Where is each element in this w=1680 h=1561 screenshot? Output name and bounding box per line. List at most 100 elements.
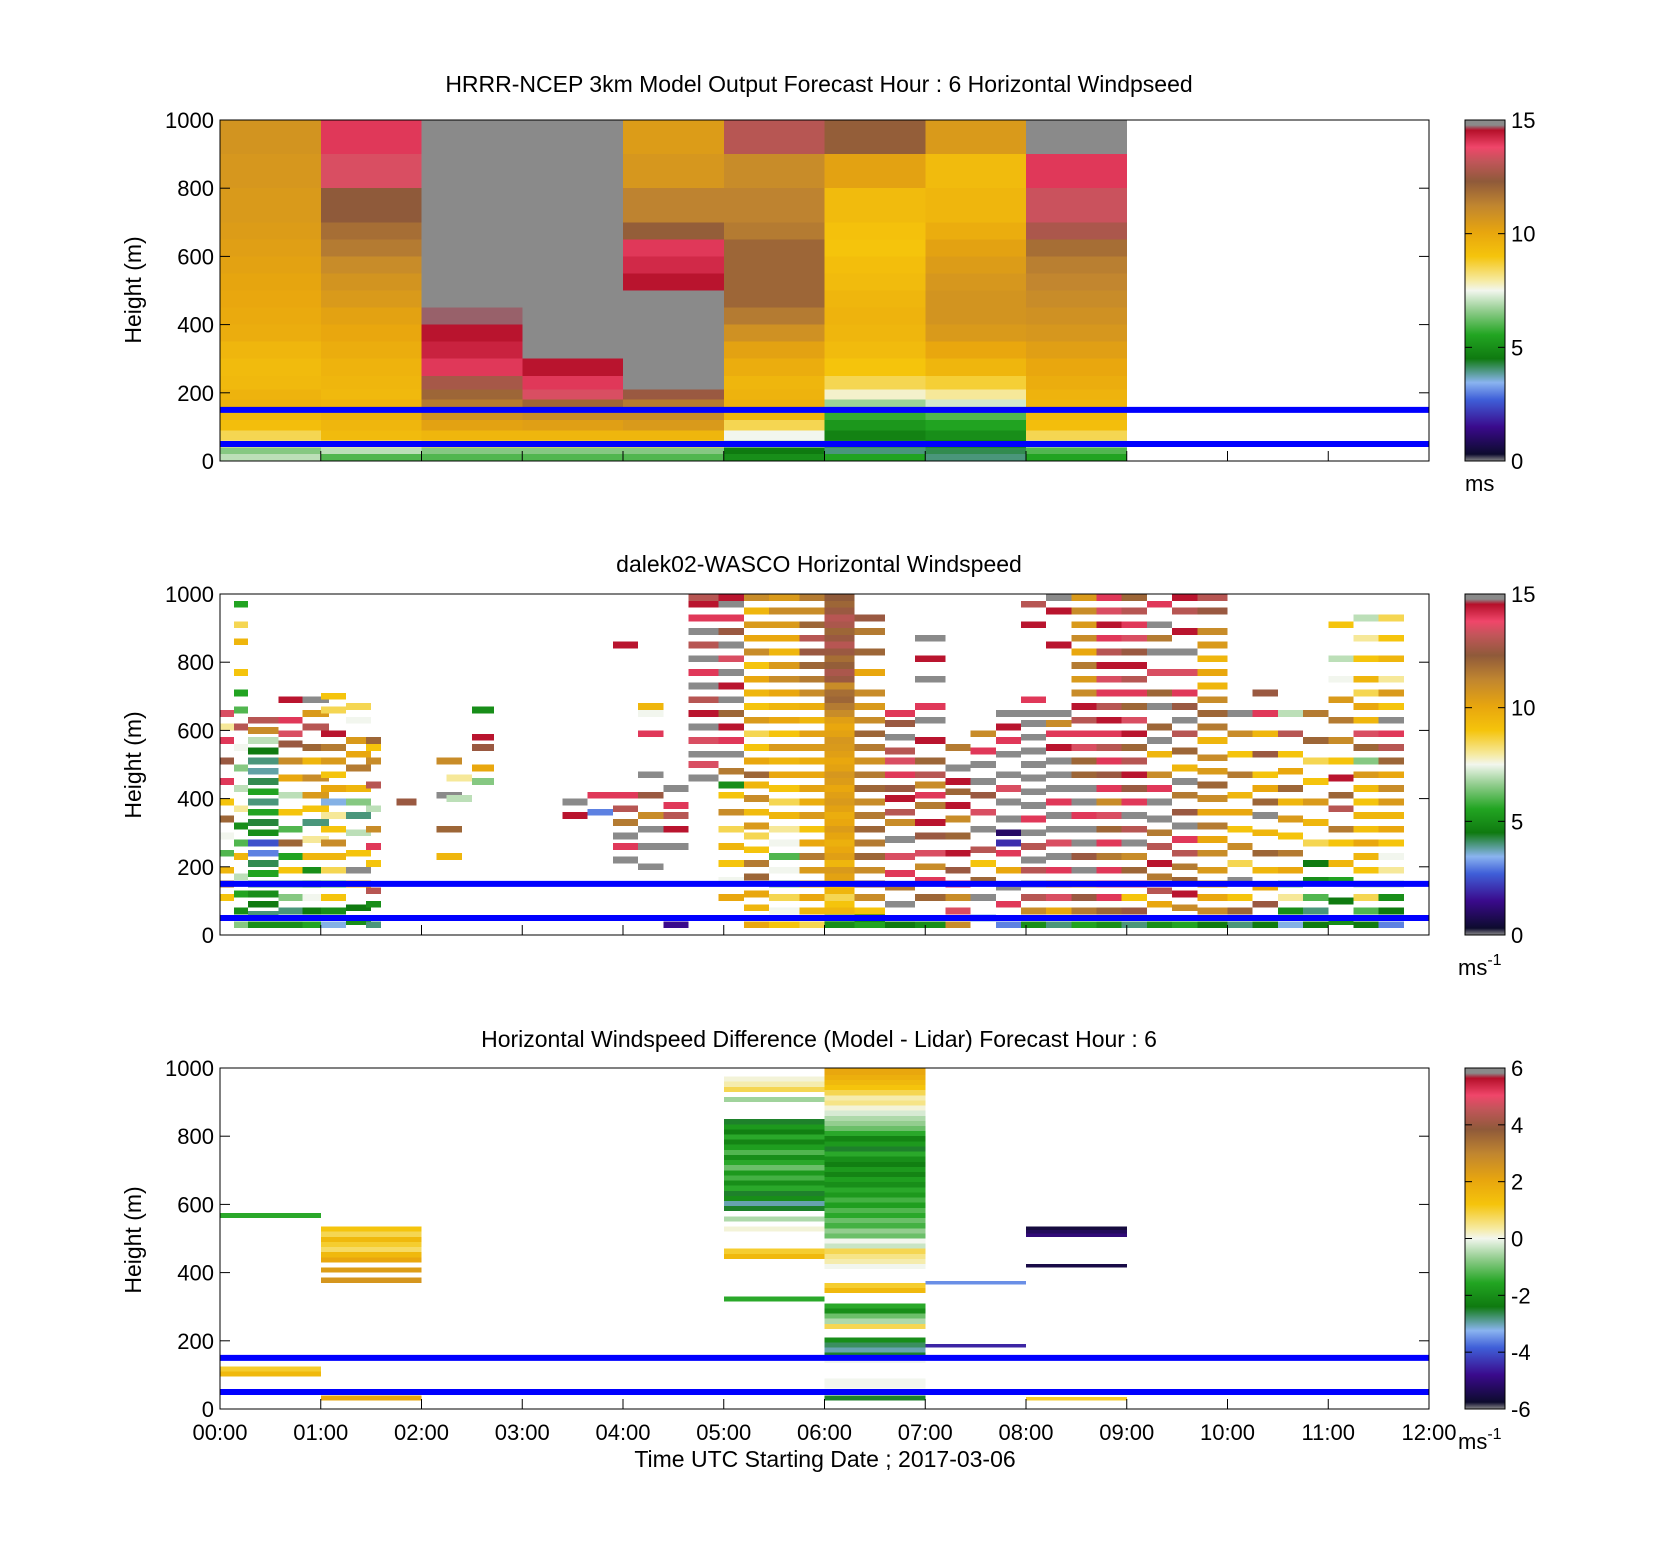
heatmap-cell-22-12 — [824, 839, 855, 847]
heatmap-cell-33-5 — [1121, 853, 1147, 860]
heatmap-cell-3-14 — [522, 273, 623, 291]
heatmap-cell-2-22 — [723, 1119, 825, 1125]
heatmap-cell-5-16 — [723, 239, 825, 257]
heatmap-cell-7-6 — [925, 399, 1026, 410]
heatmap-cell-2-13 — [723, 1165, 825, 1171]
heatmap-cell-3-20 — [824, 1238, 926, 1244]
heatmap-cell-2-13 — [421, 290, 523, 308]
heatmap-cell-42-8 — [1353, 812, 1379, 820]
heatmap-cell-40-10 — [1303, 737, 1329, 745]
heatmap-cell-36-7 — [1197, 822, 1228, 830]
heatmap-cell-1-6 — [234, 822, 249, 830]
heatmap-cell-36-8 — [1197, 808, 1228, 816]
heatmap-cell-3-41 — [824, 1131, 926, 1137]
heatmap-cell-32-0 — [1096, 921, 1122, 929]
heatmap-cell-1-3 — [320, 1257, 422, 1263]
heatmap-cell-34-13 — [1146, 723, 1173, 731]
heatmap-cell-21-8 — [799, 812, 825, 820]
heatmap-cell-22-44 — [824, 621, 855, 629]
heatmap-cell-5-17 — [723, 222, 825, 240]
heatmap-cell-3-13 — [278, 730, 303, 738]
heatmap-cell-27-8 — [970, 778, 996, 785]
heatmap-cell-5-18 — [723, 188, 825, 223]
heatmap-cell-11-4 — [471, 706, 495, 714]
heatmap-cell-3-15 — [824, 1264, 926, 1270]
heatmap-cell-3-10 — [824, 1313, 926, 1319]
heatmap-cell-34-18 — [1146, 634, 1173, 642]
heatmap-cell-4-9 — [302, 791, 329, 799]
heatmap-cell-34-11 — [1146, 750, 1173, 758]
heatmap-cell-18-12 — [718, 709, 744, 717]
heatmap-cell-5-12 — [320, 757, 346, 765]
heatmap-cell-20-15 — [769, 716, 800, 724]
heatmap-cell-2-8 — [248, 839, 279, 847]
heatmap-cell-6-18 — [824, 188, 926, 223]
heatmap-cell-4-13 — [302, 723, 329, 731]
heatmap-cell-35-14 — [1172, 716, 1198, 724]
heatmap-cell-20-1 — [769, 907, 800, 915]
heatmap-cell-34-17 — [1146, 648, 1173, 656]
heatmap-cell-3-12 — [522, 307, 623, 325]
heatmap-cell-40-9 — [1303, 757, 1329, 765]
heatmap-cell-36-14 — [1197, 723, 1228, 731]
heatmap-cell-29-10 — [1020, 788, 1047, 796]
heatmap-cell-34-16 — [1146, 669, 1173, 676]
heatmap-cell-3-2 — [278, 894, 303, 901]
heatmap-cell-30-5 — [1046, 853, 1072, 860]
x-tick-label: 08:00 — [998, 1420, 1053, 1445]
heatmap-cell-35-19 — [1172, 628, 1198, 635]
heatmap-cell-22-36 — [824, 675, 855, 683]
heatmap-cell-6-14 — [824, 273, 926, 291]
heatmap-cell-29-14 — [1020, 733, 1047, 741]
heatmap-cell-2-15 — [421, 256, 523, 274]
heatmap-cell-17-3 — [688, 737, 719, 745]
heatmap-cell-22-33 — [824, 696, 855, 704]
heatmap-cell-11-3 — [471, 733, 495, 741]
heatmap-cell-36-1 — [1197, 907, 1228, 915]
heatmap-cell-29-11 — [1020, 774, 1047, 782]
heatmap-cell-8-11 — [1026, 324, 1127, 342]
heatmap-cell-32-9 — [1096, 798, 1122, 806]
heatmap-cell-3-31 — [824, 1182, 926, 1188]
x-tick-label: 06:00 — [797, 1420, 852, 1445]
heatmap-cell-38-5 — [1252, 829, 1278, 837]
heatmap-cell-3-9 — [824, 1318, 926, 1324]
heatmap-cell-5-0 — [1026, 1397, 1127, 1401]
heatmap-cell-43-14 — [1378, 730, 1404, 738]
heatmap-cell-1-5 — [234, 839, 249, 847]
heatmap-cell-0-19 — [220, 154, 321, 189]
x-tick-label: 05:00 — [696, 1420, 751, 1445]
heatmap-cell-41-12 — [1328, 696, 1354, 704]
colorbar-tick-label: 5 — [1511, 335, 1523, 360]
heatmap-cell-31-1 — [1071, 907, 1097, 915]
heatmap-cell-4-15 — [302, 696, 329, 704]
heatmap-cell-26-1 — [945, 907, 971, 915]
heatmap-cell-42-15 — [1353, 716, 1379, 724]
heatmap-cell-32-10 — [1096, 784, 1122, 792]
heatmap-cell-30-17 — [1046, 641, 1072, 649]
heatmap-cell-12-0 — [562, 812, 588, 820]
heatmap-cell-18-17 — [718, 641, 744, 649]
heatmap-cell-19-22 — [743, 621, 770, 629]
x-tick-label: 01:00 — [293, 1420, 348, 1445]
heatmap-cell-17-8 — [688, 669, 719, 676]
heatmap-cell-7-19 — [925, 154, 1026, 189]
heatmap-cell-22-19 — [824, 791, 855, 799]
heatmap-cell-3-22 — [824, 1228, 926, 1234]
heatmap-cell-24-1 — [884, 900, 916, 908]
heatmap-cell-2-16 — [248, 757, 279, 765]
heatmap-cell-3-18 — [824, 1248, 926, 1254]
heatmap-cell-25-10 — [915, 771, 946, 779]
heatmap-cell-11-1 — [471, 764, 495, 772]
heatmap-cell-23-15 — [854, 730, 885, 738]
heatmap-cell-28-1 — [995, 900, 1021, 908]
heatmap-cell-3-5 — [824, 1347, 926, 1353]
panel-3-ylabel: Height (m) — [120, 1186, 146, 1293]
heatmap-cell-22-21 — [824, 778, 855, 785]
heatmap-cell-21-9 — [799, 798, 825, 806]
heatmap-cell-32-2 — [1096, 894, 1122, 901]
y-tick-label: 600 — [177, 1192, 214, 1217]
heatmap-cell-2-3 — [248, 890, 279, 898]
heatmap-cell-1-4 — [320, 420, 422, 431]
heatmap-cell-32-16 — [1096, 703, 1122, 710]
